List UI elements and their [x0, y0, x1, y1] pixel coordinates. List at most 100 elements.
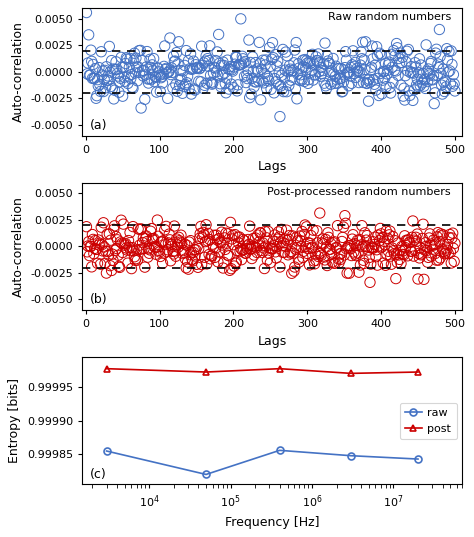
Point	[381, 241, 389, 249]
Point	[266, 62, 274, 71]
Point	[253, 78, 260, 86]
Point	[236, 233, 243, 241]
Point	[190, 248, 197, 257]
Point	[345, 82, 352, 90]
Point	[211, 64, 219, 72]
Point	[137, 46, 144, 55]
Point	[313, 227, 320, 235]
Point	[130, 56, 137, 65]
Point	[269, 244, 276, 253]
Point	[358, 54, 365, 63]
Point	[380, 237, 388, 245]
Point	[410, 252, 418, 260]
Point	[216, 248, 223, 256]
Point	[278, 85, 286, 93]
Point	[340, 251, 348, 259]
Point	[365, 246, 372, 255]
Point	[286, 61, 293, 70]
Point	[266, 243, 273, 252]
Point	[297, 70, 304, 79]
Point	[335, 259, 343, 267]
Point	[229, 241, 237, 249]
Point	[396, 246, 404, 255]
Point	[397, 259, 405, 268]
Point	[326, 68, 334, 76]
Point	[161, 226, 169, 234]
Point	[229, 67, 237, 75]
Point	[407, 68, 414, 77]
Point	[343, 70, 351, 78]
Point	[121, 241, 128, 250]
Point	[391, 249, 398, 258]
Point	[420, 82, 428, 90]
Point	[428, 241, 436, 250]
Point	[262, 242, 270, 250]
Point	[308, 66, 316, 75]
Point	[338, 237, 346, 246]
Point	[324, 228, 332, 237]
Point	[348, 251, 356, 260]
Point	[171, 57, 179, 66]
Point	[439, 230, 447, 239]
Text: Post-processed random numbers: Post-processed random numbers	[267, 187, 451, 197]
Point	[119, 92, 127, 100]
Point	[337, 74, 344, 83]
Point	[152, 250, 160, 258]
Point	[388, 244, 396, 252]
Point	[217, 238, 225, 247]
Point	[242, 249, 250, 258]
Point	[353, 64, 361, 73]
Point	[233, 53, 240, 62]
Point	[290, 267, 298, 275]
Point	[430, 241, 438, 249]
Point	[248, 254, 255, 263]
Point	[355, 268, 363, 277]
Point	[197, 222, 205, 231]
Point	[417, 81, 424, 90]
Point	[405, 45, 412, 54]
Point	[342, 47, 349, 56]
Point	[431, 249, 439, 258]
Point	[362, 242, 369, 251]
Point	[433, 45, 440, 54]
Point	[165, 230, 173, 238]
Point	[303, 56, 310, 65]
Point	[400, 246, 407, 255]
Point	[350, 69, 357, 78]
Point	[428, 57, 435, 66]
Point	[199, 233, 206, 242]
Point	[221, 245, 229, 253]
Point	[93, 91, 100, 100]
Point	[354, 236, 361, 244]
Point	[236, 61, 243, 69]
Point	[234, 81, 242, 89]
Point	[380, 68, 387, 76]
Point	[233, 86, 241, 95]
Point	[307, 68, 315, 76]
Point	[311, 70, 319, 79]
Point	[94, 82, 102, 90]
Point	[319, 60, 327, 68]
Point	[241, 237, 248, 245]
Point	[98, 241, 106, 249]
Point	[396, 59, 403, 67]
Point	[219, 264, 227, 272]
Point	[268, 55, 275, 63]
Point	[216, 237, 224, 246]
Point	[296, 232, 304, 241]
Point	[335, 64, 342, 73]
Point	[90, 74, 98, 83]
Point	[125, 236, 132, 245]
Point	[148, 224, 155, 233]
Point	[86, 71, 93, 79]
Point	[176, 238, 184, 246]
Point	[417, 251, 425, 259]
Point	[368, 244, 376, 253]
Point	[241, 72, 248, 81]
Point	[405, 86, 413, 95]
Point	[111, 246, 119, 255]
Point	[303, 222, 310, 231]
Point	[301, 221, 309, 229]
Point	[225, 64, 232, 73]
Point	[373, 42, 381, 51]
